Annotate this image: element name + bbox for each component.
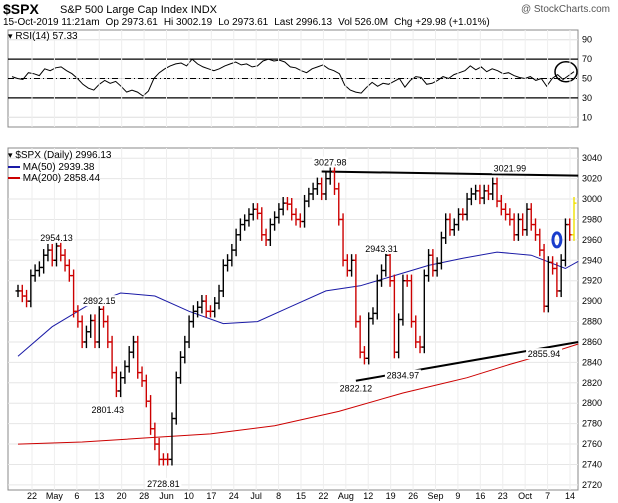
price-tick-label: 2840 xyxy=(582,357,602,367)
annotation-label: 2954.13 xyxy=(40,233,73,243)
annotation-label: 2834.97 xyxy=(387,371,420,381)
x-tick-label: 6 xyxy=(74,491,79,501)
annotation-bg xyxy=(145,477,182,489)
annotation-bg xyxy=(363,242,400,254)
x-tick-label: 24 xyxy=(229,491,239,501)
price-tick-label: 2900 xyxy=(582,296,602,306)
x-tick-label: Oct xyxy=(518,491,533,501)
x-tick-label: Aug xyxy=(338,491,354,501)
quote-line: 15-Oct-2019 11:21am Op 2973.61 Hi 3002.19 L… xyxy=(3,17,496,28)
x-tick-label: 9 xyxy=(455,491,460,501)
annotation-bg xyxy=(89,403,126,415)
annotation-bg xyxy=(491,162,528,174)
rsi-panel: 10 30 50 70 90 xyxy=(7,29,592,128)
price-tick-label: 2800 xyxy=(582,398,602,408)
ma50-legend: MA(50) 2939.38 xyxy=(8,162,95,173)
quote-high: Hi 3002.19 xyxy=(163,17,213,28)
price-tick-label: 2820 xyxy=(582,378,602,388)
quote-date: 15-Oct-2019 11:21am xyxy=(3,17,100,28)
annotation-label: 2801.43 xyxy=(92,405,125,415)
x-tick-label: 8 xyxy=(276,491,281,501)
price-tick-label: 2960 xyxy=(582,235,602,245)
x-tick-label: 28 xyxy=(139,491,149,501)
quote-volume: Vol 526.0M xyxy=(338,17,389,28)
price-tick-label: 2980 xyxy=(582,214,602,224)
price-tick-label: 2880 xyxy=(582,317,602,327)
price-tick-label: 2780 xyxy=(582,419,602,429)
annotation-label: 2943.31 xyxy=(365,244,398,254)
annotation-label: 2822.12 xyxy=(340,384,373,394)
x-tick-label: 7 xyxy=(545,491,550,501)
price-tick-label: 3040 xyxy=(582,153,602,163)
symbol-title: $SPX xyxy=(3,1,39,17)
price-panel: 2720 2740 2760 2780 2800 2820 2840 2860 2880 2900… xyxy=(7,147,602,491)
x-axis: 22 May 6 13 20 28 Jun 10 17 24 Jul 8 15 22 Aug 12 19 26 Se… xyxy=(27,491,575,501)
price-tick-label: 2720 xyxy=(582,480,602,490)
rsi-tick-label: 50 xyxy=(582,74,592,84)
price-label-text: $SPX (Daily) 2996.13 xyxy=(15,150,112,161)
x-tick-label: 16 xyxy=(475,491,485,501)
annotation-label: 2855.94 xyxy=(528,349,561,359)
rsi-tick-label: 30 xyxy=(582,93,592,103)
company-label: S&P 500 Large Cap Index xyxy=(60,4,188,16)
annotation-bg xyxy=(526,348,563,360)
x-tick-label: 12 xyxy=(363,491,373,501)
quote-last: Last 2996.13 xyxy=(274,17,333,28)
price-label: ▾ $SPX (Daily) 2996.13 xyxy=(8,150,112,161)
annotation-bg xyxy=(384,369,421,381)
annotation-label: 2728.81 xyxy=(147,479,180,489)
watermark: @ StockCharts.com xyxy=(520,4,610,15)
ma200-line xyxy=(17,343,579,445)
rsi-circle xyxy=(554,60,578,83)
x-tick-label: Jun xyxy=(159,491,174,501)
rsi-label-text: RSI(14) 57.33 xyxy=(15,31,78,42)
price-tick-label: 2760 xyxy=(582,439,602,449)
quote-low: Lo 2973.61 xyxy=(218,17,269,28)
rsi-tick-label: 70 xyxy=(582,54,592,64)
ma50-label: MA(50) 2939.38 xyxy=(22,162,95,173)
exchange-label: INDX xyxy=(190,4,217,16)
annotation-label: 3021.99 xyxy=(494,164,527,174)
annotation-label: 3027.98 xyxy=(314,157,347,167)
rsi-label: ▾ RSI(14) 57.33 xyxy=(8,31,78,42)
x-tick-label: May xyxy=(46,491,64,501)
rsi-tick-label: 90 xyxy=(582,35,592,45)
annotation-bg xyxy=(81,295,118,307)
ma200-label: MA(200) 2858.44 xyxy=(22,173,101,184)
price-tick-label: 2920 xyxy=(582,276,602,286)
x-tick-label: 20 xyxy=(117,491,127,501)
x-tick-label: 26 xyxy=(408,491,418,501)
price-tick-label: 2860 xyxy=(582,337,602,347)
price-tick-label: 3020 xyxy=(582,174,602,184)
quote-change: Chg +29.98 (+1.01%) xyxy=(394,17,490,28)
breakout-marker xyxy=(551,231,563,249)
annotation-bg xyxy=(38,231,75,243)
annotation-label: 2892.15 xyxy=(83,296,116,306)
ma200-legend: MA(200) 2858.44 xyxy=(8,173,100,184)
x-tick-label: Sep xyxy=(427,491,443,501)
x-tick-label: 22 xyxy=(318,491,328,501)
rsi-tick-label: 10 xyxy=(582,112,592,122)
x-tick-label: 17 xyxy=(206,491,216,501)
x-tick-label: 13 xyxy=(94,491,104,501)
annotation-bg xyxy=(312,156,349,168)
price-bar xyxy=(571,197,577,241)
x-tick-label: 15 xyxy=(296,491,306,501)
x-tick-label: 10 xyxy=(184,491,194,501)
x-tick-label: 22 xyxy=(27,491,37,501)
x-tick-label: 19 xyxy=(386,491,396,501)
price-tick-label: 3000 xyxy=(582,194,602,204)
quote-open: Op 2973.61 xyxy=(105,17,158,28)
price-tick-label: 2740 xyxy=(582,459,602,469)
x-tick-label: 23 xyxy=(498,491,508,501)
annotation-bg xyxy=(337,382,374,394)
company-name: S&P 500 Large Cap Index INDX xyxy=(60,4,217,16)
x-tick-label: 14 xyxy=(565,491,575,501)
resistance-line xyxy=(321,170,579,177)
x-tick-label: Jul xyxy=(250,491,262,501)
price-tick-label: 2940 xyxy=(582,255,602,265)
